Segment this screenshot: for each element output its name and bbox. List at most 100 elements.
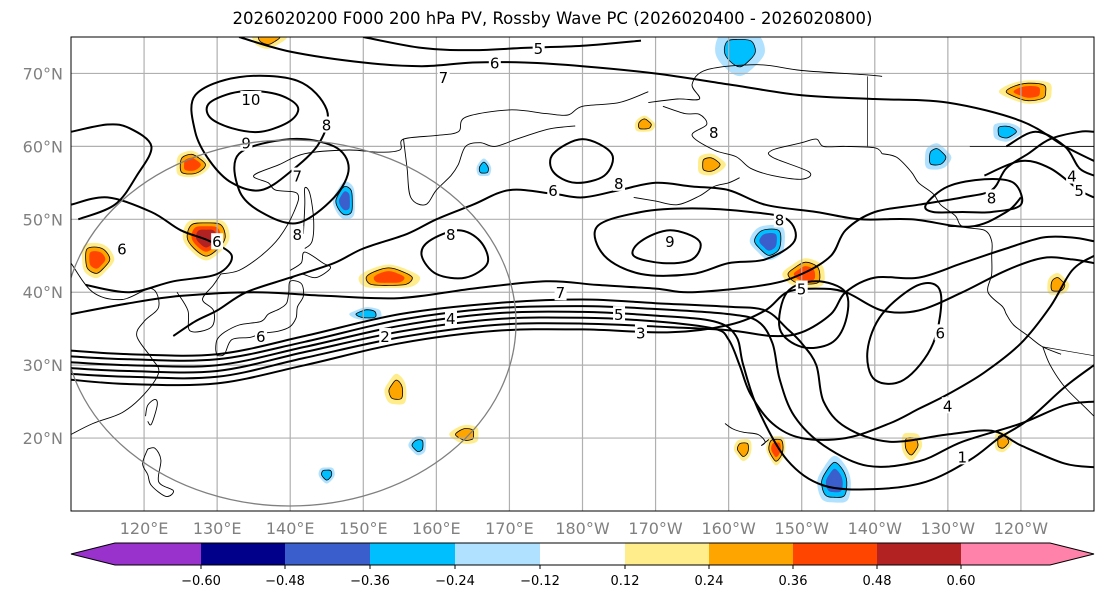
contour-label: 5 [797,281,807,299]
contour-label-background [613,306,626,323]
anomaly-level-fill [183,157,201,171]
border-line [1042,346,1094,357]
latitude-tick-label: 30°N [23,356,63,375]
contour-label: 6 [256,328,266,346]
contour-label-background [941,397,954,414]
colorbar-segment [201,543,286,565]
longitude-tick-label: 150°E [339,519,388,538]
latitude-tick-label: 40°N [23,283,63,302]
colorbar-extend-min [71,543,115,565]
latitude-labels: 20°N 30°N 40°N 50°N 60°N 70°N [23,64,63,448]
negative-anomaly-patch [749,224,785,261]
negative-anomaly-patch [476,158,492,177]
anomaly-shading-layer [81,37,1070,503]
pv-contour-line [631,229,702,265]
colorbar-segment [625,543,710,565]
pv-contour-line [363,37,642,52]
longitude-tick-label: 170°W [628,519,683,538]
latitude-tick-label: 20°N [23,429,63,448]
contour-label: 2 [380,328,390,346]
colorbar-tick-label: 0.24 [695,574,724,589]
contour-label-background [240,90,262,107]
latitude-tick-label: 60°N [23,137,63,156]
contour-label-background [1066,167,1079,184]
longitude-tick-label: 130°W [921,519,976,538]
longitude-labels: 120°E 130°E 140°E 150°E 160°E 170°E 180°W 170°W… [120,519,1049,538]
contour-label-background [634,324,647,341]
negative-anomaly-patch [318,467,335,484]
coastline [662,105,883,180]
coastline [724,423,770,446]
map-frame [70,36,1095,512]
contour-label-background [934,324,947,341]
positive-anomaly-patch [733,439,752,462]
pv-contour-line [71,196,233,294]
pv-contours-layer [71,37,1094,491]
contour-label: 7 [439,69,449,87]
anomaly-level-fill [373,271,405,283]
contour-label: 8 [614,175,624,193]
colorbar-tick-label: 0.36 [779,574,808,589]
anomaly-level-fill [997,125,1017,139]
positive-anomaly-patch [998,80,1052,104]
contour-label-background [554,284,567,301]
negative-anomaly-patch [332,181,355,220]
contour-label-background [254,327,267,344]
contour-label: 8 [709,124,719,142]
colorbar-tick-label: 0.60 [947,574,976,589]
contour-label-background [488,54,501,71]
positive-anomaly-patch [698,153,726,176]
contour-label-background [320,116,333,133]
figure-title: 2026020200 F000 200 hPa PV, Rossby Wave … [232,9,873,28]
coastline [145,398,158,426]
anomaly-level-fill [411,439,424,453]
contour-label: 8 [775,211,785,229]
colorbar-tick-label: −0.48 [265,574,305,589]
positive-anomaly-patch [358,264,421,289]
pv-contour-line [71,310,1094,491]
contour-label: 6 [117,240,127,258]
contour-label-background [444,309,457,326]
pv-contour-line [172,181,1022,337]
longitude-tick-label: 160°E [412,519,461,538]
contour-label: 3 [636,324,646,342]
reference-circle [71,139,517,507]
pv-contour-line [71,298,1094,469]
anomaly-level-fill [478,161,489,174]
anomaly-level-fill [321,469,333,481]
colorbar-tick-label: −0.36 [350,574,390,589]
contour-label: 10 [241,91,260,109]
coastline [648,64,883,104]
contour-label: 4 [1067,168,1077,186]
longitude-tick-label: 170°E [485,519,534,538]
pv-contour-line [71,130,1094,316]
anomaly-level-fill [723,39,756,68]
negative-anomaly-patch [349,307,382,321]
coastline [881,153,1062,355]
anomaly-level-fill [388,379,404,400]
reference-circle-outline [71,139,517,507]
positive-anomaly-patch [252,37,288,49]
contour-label: 8 [446,226,456,244]
coastline [176,273,222,333]
contour-label: 7 [293,168,303,186]
contour-label: 8 [293,226,303,244]
coastlines-layer [71,64,1094,497]
negative-anomaly-patch [993,122,1023,142]
anomaly-level-fill [759,233,777,251]
contour-label-background [240,134,253,151]
colorbar-segment [877,543,962,565]
anomaly-level-fill [702,157,721,172]
colorbar-segment [285,543,371,565]
pv-contour-line [924,177,1024,214]
colorbar-outline [70,542,1095,566]
colorbar-segment [540,543,626,565]
anomaly-level-fill [338,191,350,211]
pv-contour-line [593,207,797,277]
pv-contour-line [71,254,1094,441]
contour-label-background [664,233,677,250]
pv-contour-line [71,305,1094,468]
contour-label: 5 [614,306,624,324]
coastline [302,186,315,249]
